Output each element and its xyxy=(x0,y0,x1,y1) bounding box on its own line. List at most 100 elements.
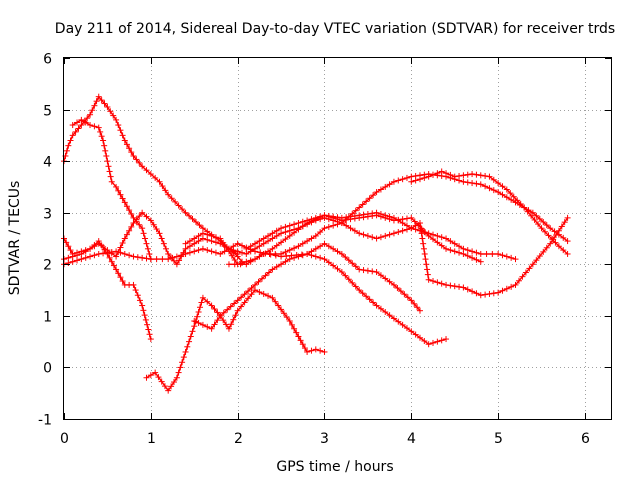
y-tick-labels: -1 0 1 2 3 4 5 6 xyxy=(38,52,52,429)
track-1-point xyxy=(172,198,179,205)
track-5-point xyxy=(212,239,219,246)
track-4-point xyxy=(132,287,139,294)
track-12-point xyxy=(460,172,467,179)
track-8-point xyxy=(408,214,415,221)
track-7-point xyxy=(414,304,421,311)
track-5-point xyxy=(130,220,137,227)
track-5-point xyxy=(204,236,211,243)
track-3-point xyxy=(134,254,141,261)
track-2-point xyxy=(101,142,108,149)
track-1-point xyxy=(165,191,172,198)
track-3-point xyxy=(217,250,224,257)
y-tick-label-6: 5 xyxy=(43,104,52,120)
track-11-point xyxy=(456,283,463,290)
track-2-point xyxy=(121,199,128,206)
track-6-point xyxy=(170,379,177,386)
track-12-line xyxy=(410,170,569,255)
track-9-point xyxy=(356,230,363,237)
track-11-point xyxy=(443,281,450,288)
track-12-point xyxy=(542,228,549,235)
track-11-point xyxy=(377,211,384,218)
track-5-point xyxy=(126,227,133,234)
track-11-point xyxy=(299,218,306,225)
track-11-point xyxy=(321,212,328,219)
track-2-point xyxy=(78,116,85,123)
track-9-point xyxy=(243,250,250,257)
track-11-point xyxy=(486,290,493,297)
track-11-point xyxy=(369,210,376,217)
track-4-point xyxy=(134,292,141,299)
track-9-point xyxy=(295,225,302,232)
track-2-point xyxy=(106,168,113,175)
track-2-point xyxy=(139,225,146,232)
track-9-point xyxy=(256,243,263,250)
track-1-point xyxy=(91,102,98,109)
track-9-point xyxy=(343,222,350,229)
track-11-point xyxy=(519,273,526,280)
y-axis-label: SDTVAR / TECUs xyxy=(7,181,23,296)
track-9-point xyxy=(503,253,510,260)
track-6-point xyxy=(252,287,259,294)
track-11-point xyxy=(447,282,454,289)
track-5-point xyxy=(191,240,198,247)
track-11-point xyxy=(286,222,293,229)
track-11-point xyxy=(343,214,350,221)
track-4-point xyxy=(142,316,149,323)
track-11-point xyxy=(256,238,263,245)
track-8-point xyxy=(220,239,227,246)
track-11-point xyxy=(412,222,419,229)
track-7-point xyxy=(211,321,218,328)
track-12-point xyxy=(416,176,423,183)
track-11-point xyxy=(469,288,476,295)
track-8-point xyxy=(195,232,202,239)
track-6-point xyxy=(304,348,311,355)
track-10-point xyxy=(286,247,293,254)
x-tick-label-4: 4 xyxy=(407,431,416,447)
track-1-point xyxy=(136,159,143,166)
track-3-point xyxy=(204,247,211,254)
track-5-point xyxy=(143,213,150,220)
track-11-point xyxy=(536,253,543,260)
track-6-point xyxy=(152,369,159,376)
track-1-point xyxy=(130,152,137,159)
track-10-point xyxy=(352,207,359,214)
track-1-point xyxy=(189,215,196,222)
track-2-point xyxy=(144,245,151,252)
track-11-point xyxy=(356,212,363,219)
track-5-point xyxy=(100,243,107,250)
track-11-point xyxy=(420,240,427,247)
track-11-point xyxy=(273,227,280,234)
track-11-point xyxy=(386,213,393,220)
track-11-point xyxy=(555,227,562,234)
track-10-point xyxy=(256,253,263,260)
track-10-point xyxy=(278,250,285,257)
track-7-point xyxy=(356,266,363,273)
track-5-point xyxy=(217,240,224,247)
track-6-point xyxy=(293,329,300,336)
track-6-point xyxy=(283,314,290,321)
track-11-point xyxy=(561,219,568,226)
track-4-point xyxy=(106,254,113,261)
track-6-point xyxy=(275,302,282,309)
track-10-point xyxy=(390,178,397,185)
track-3-point xyxy=(238,242,245,249)
track-6-point xyxy=(280,310,287,317)
track-8-point xyxy=(411,218,418,225)
track-11-point xyxy=(421,250,428,257)
track-3-point xyxy=(434,338,441,345)
track-8-point xyxy=(228,252,235,259)
track-6-point xyxy=(180,354,187,361)
track-5-point xyxy=(117,244,124,251)
track-10-point xyxy=(325,223,332,230)
track-11-point xyxy=(334,214,341,221)
track-6-point xyxy=(204,298,211,305)
track-1-point xyxy=(107,108,114,115)
track-9-point xyxy=(473,249,480,256)
track-7-point xyxy=(312,245,319,252)
track-1-point xyxy=(179,206,186,213)
track-3-point xyxy=(65,259,72,266)
track-9-point xyxy=(360,231,367,238)
track-6-point xyxy=(228,321,235,328)
grid xyxy=(64,58,611,419)
track-12-point xyxy=(499,183,506,190)
